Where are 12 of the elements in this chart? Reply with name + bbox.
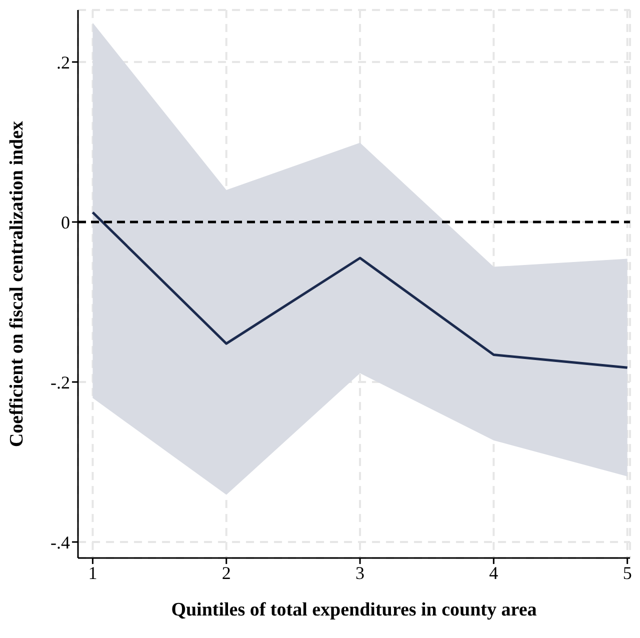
- line-series: [91, 211, 629, 369]
- y-tick-label: 0: [61, 212, 70, 232]
- x-tick-label: 1: [88, 562, 98, 583]
- y-axis-title: Coefficient on fiscal centralization index: [6, 120, 28, 448]
- x-axis-title: Quintiles of total expenditures in county area: [171, 599, 538, 620]
- y-tick-label: .2: [56, 52, 70, 72]
- y-tick-label: -.4: [50, 532, 70, 552]
- x-tick-label: 5: [622, 562, 632, 583]
- x-tick-label: 2: [222, 562, 231, 583]
- x-tick-label: 4: [489, 562, 498, 583]
- x-tick-label: 3: [356, 562, 365, 583]
- y-tick-label: -.2: [50, 372, 70, 392]
